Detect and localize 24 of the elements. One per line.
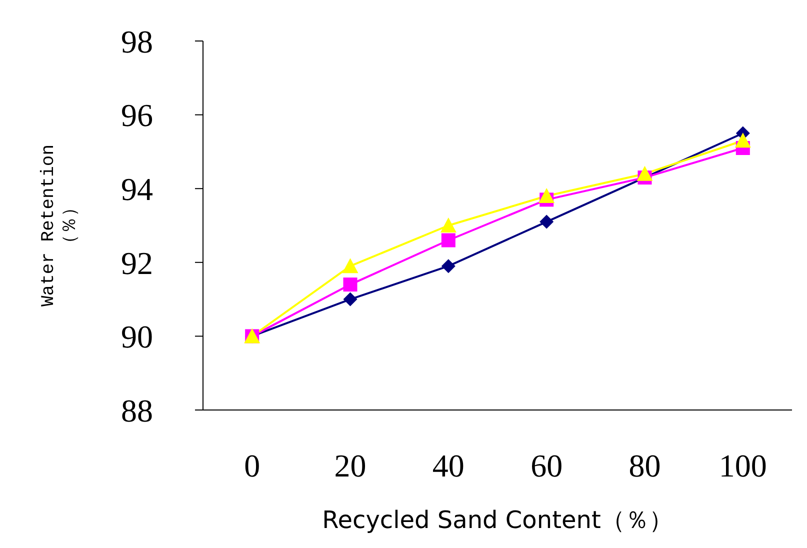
x-tick-label: 80: [628, 448, 661, 484]
x-tick-label: 0: [244, 448, 260, 484]
point: [636, 166, 653, 181]
point: [342, 258, 358, 274]
y-tick-label: 92: [121, 244, 153, 281]
point: [343, 278, 358, 292]
point: [343, 292, 358, 306]
x-axis-title: Recycled Sand Content（％）: [322, 506, 673, 534]
point: [540, 214, 554, 229]
x-tick-label: 60: [530, 448, 563, 484]
point: [441, 233, 456, 248]
y-axis-title: Water Retention （％）: [39, 144, 81, 307]
point: [734, 132, 751, 148]
y-tick-label: 90: [121, 318, 153, 355]
y-tick-label: 98: [121, 23, 153, 60]
x-tick-label: 40: [432, 448, 464, 484]
point: [538, 188, 555, 203]
y-tick-label: 96: [121, 97, 153, 134]
x-tick-label: 20: [334, 448, 366, 484]
y-tick-label: 94: [121, 170, 153, 207]
x-tick-label: 100: [718, 448, 767, 484]
point: [441, 259, 456, 274]
point: [440, 218, 456, 232]
y-tick-label: 88: [121, 392, 153, 428]
